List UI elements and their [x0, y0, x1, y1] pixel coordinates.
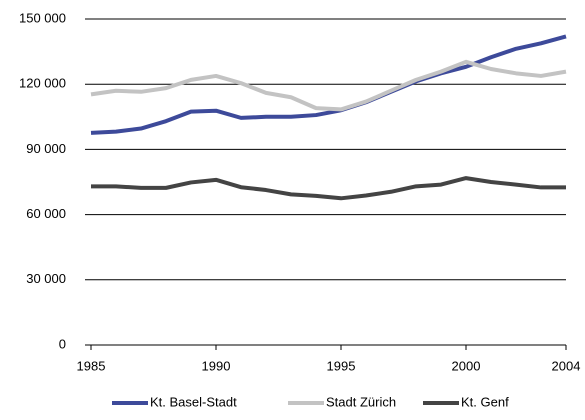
x-tick-label: 1995 [327, 358, 356, 373]
y-tick-label: 60 000 [26, 206, 66, 221]
legend-label: Stadt Zürich [326, 394, 396, 409]
series-line [91, 176, 566, 201]
y-tick-label: 0 [59, 336, 66, 351]
x-tick-label: 2000 [452, 358, 481, 373]
y-tick-label: 30 000 [26, 271, 66, 286]
series-line [90, 34, 567, 135]
legend-label: Kt. Basel-Stadt [150, 394, 237, 409]
y-tick-label: 150 000 [19, 10, 66, 25]
legend-label: Kt. Genf [461, 394, 509, 409]
x-tick-label: 2004 [552, 358, 581, 373]
y-tick-label: 120 000 [19, 76, 66, 91]
series-line [90, 59, 567, 112]
x-tick-label: 1990 [202, 358, 231, 373]
y-tick-label: 90 000 [26, 141, 66, 156]
x-tick-label: 1985 [77, 358, 106, 373]
